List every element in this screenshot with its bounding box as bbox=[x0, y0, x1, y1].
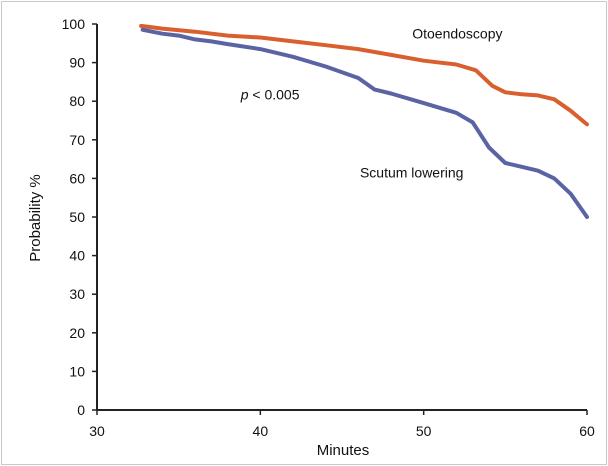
y-axis-label: Probability % bbox=[27, 174, 44, 262]
y-tick-label: 70 bbox=[69, 132, 85, 148]
series-annotation: Otoendoscopy bbox=[412, 26, 502, 42]
y-tick-label: 30 bbox=[69, 286, 85, 302]
series-layer bbox=[139, 23, 589, 219]
y-tick-label: 60 bbox=[69, 170, 85, 186]
annotation-layer: p < 0.005 Otoendoscopy Scutum lowering bbox=[240, 26, 503, 181]
x-tick-label: 40 bbox=[253, 423, 269, 439]
y-tick-label: 10 bbox=[69, 363, 85, 379]
y-tick-label: 50 bbox=[69, 209, 85, 225]
y-tick-label: 0 bbox=[77, 402, 85, 418]
y-tick-label: 80 bbox=[69, 93, 85, 109]
y-ticks: 0 10 20 30 40 50 60 70 80 90 100 bbox=[62, 16, 97, 418]
x-ticks: 30 40 50 60 bbox=[89, 410, 595, 439]
x-tick-label: 60 bbox=[579, 423, 595, 439]
series-annotation: Scutum lowering bbox=[360, 165, 464, 181]
y-tick-label: 90 bbox=[69, 55, 85, 71]
y-tick-label: 100 bbox=[62, 16, 86, 32]
p-value-annotation: p < 0.005 bbox=[240, 87, 300, 103]
x-tick-label: 30 bbox=[89, 423, 105, 439]
x-axis-label: Minutes bbox=[317, 442, 370, 459]
y-tick-label: 40 bbox=[69, 248, 85, 264]
x-tick-label: 50 bbox=[416, 423, 432, 439]
y-tick-label: 20 bbox=[69, 325, 85, 341]
series-line-scutum-lowering bbox=[140, 27, 589, 219]
series-line-otoendoscopy bbox=[139, 23, 589, 127]
